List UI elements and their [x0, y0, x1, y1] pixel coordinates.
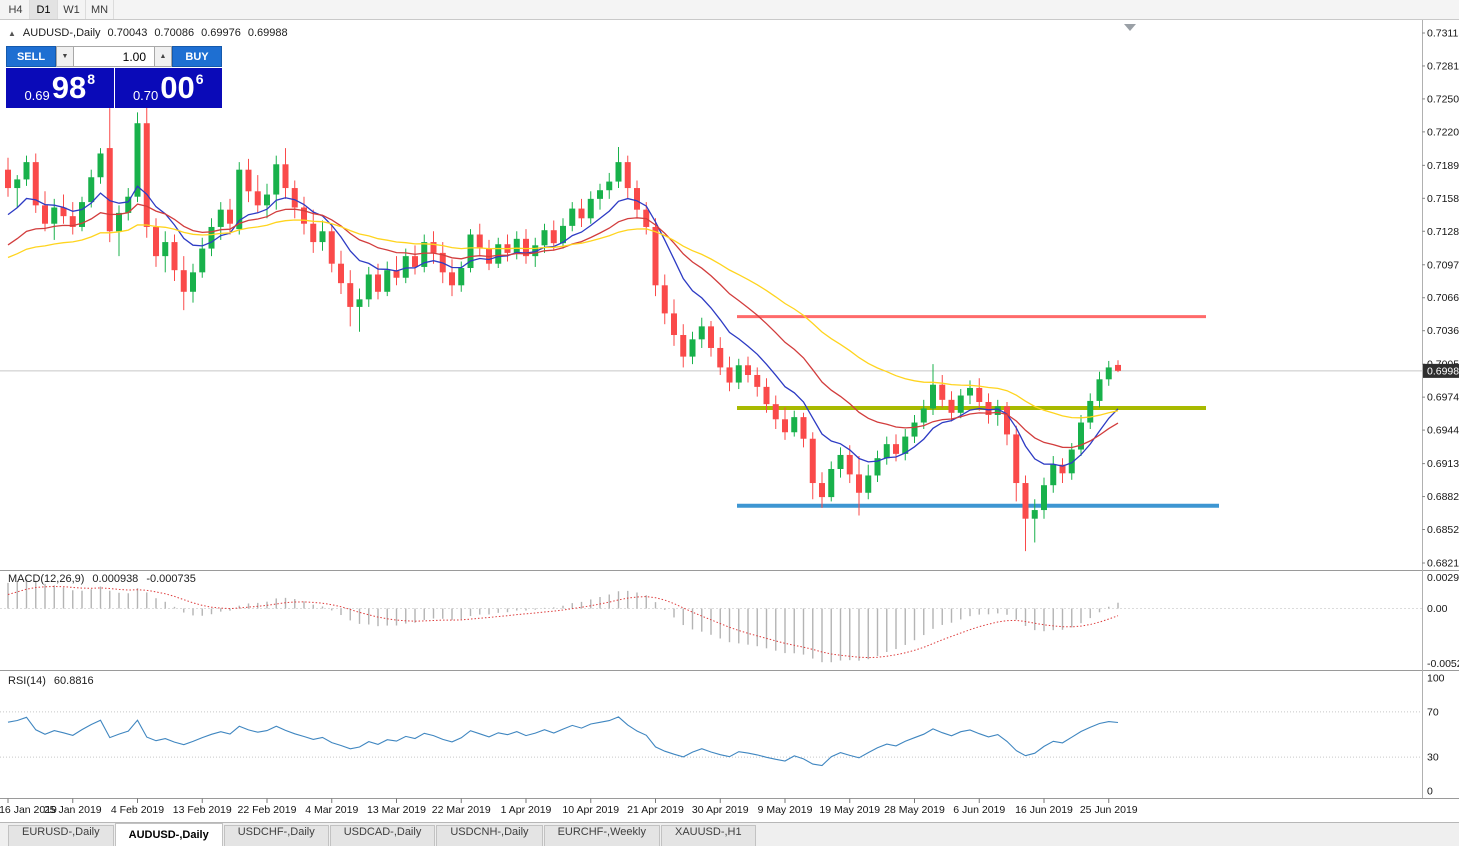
ask-big-digits: 00 — [160, 70, 195, 105]
chart-tabs: EURUSD-,Daily AUDUSD-,Daily USDCHF-,Daily U… — [0, 822, 1459, 846]
ohlc-open: 0.70043 — [107, 27, 148, 39]
bid-price-display[interactable]: 0.69 98 8 — [6, 68, 114, 108]
horizontal-ray-lines[interactable] — [737, 315, 1219, 508]
svg-text:25 Jan 2019: 25 Jan 2019 — [44, 804, 102, 816]
svg-text:4 Feb 2019: 4 Feb 2019 — [111, 804, 164, 816]
svg-text:4 Mar 2019: 4 Mar 2019 — [305, 804, 358, 816]
rsi-panel — [0, 711, 1422, 767]
candlesticks — [5, 104, 1121, 552]
chart-tab-audusd-daily[interactable]: AUDUSD-,Daily — [114, 823, 223, 846]
svg-text:-0.005258: -0.005258 — [1427, 658, 1459, 670]
ask-prefix: 0.70 — [132, 88, 159, 103]
chart-tab-usdcnh-daily[interactable]: USDCNH-,Daily — [436, 825, 543, 846]
volume-input[interactable] — [74, 46, 154, 67]
caret-down-icon: ▼ — [61, 53, 69, 60]
ma-mid-line — [7, 203, 1119, 449]
chart-tab-usdchf-daily[interactable]: USDCHF-,Daily — [223, 825, 329, 846]
svg-text:13 Feb 2019: 13 Feb 2019 — [173, 804, 232, 816]
caret-up-icon: ▲ — [159, 53, 167, 60]
volume-increase-button[interactable]: ▲ — [154, 46, 172, 67]
ma-fast-line — [7, 185, 1119, 467]
trade-controls-row: SELL ▼ ▲ BUY — [6, 46, 222, 67]
timeframe-d1-button[interactable]: D1 — [30, 0, 58, 19]
timeframe-h4-button[interactable]: H4 — [2, 0, 30, 19]
svg-text:70: 70 — [1427, 706, 1439, 718]
one-click-trading-panel: SELL ▼ ▲ BUY 0.69 98 8 0.70 00 6 — [6, 46, 222, 108]
svg-text:30: 30 — [1427, 752, 1439, 764]
svg-text:0: 0 — [1427, 786, 1433, 798]
svg-text:30 Apr 2019: 30 Apr 2019 — [692, 804, 749, 816]
chart-shift-marker-icon — [1124, 24, 1136, 31]
volume-decrease-button[interactable]: ▼ — [56, 46, 74, 67]
svg-text:0.73115: 0.73115 — [1427, 28, 1459, 40]
bid-pip-digit: 8 — [87, 71, 96, 87]
moving-averages — [7, 185, 1119, 467]
svg-text:0.72505: 0.72505 — [1427, 93, 1459, 105]
macd-scale: 0.002984 0.00 -0.005258 — [1427, 572, 1459, 670]
chart-tab-eurusd-daily[interactable]: EURUSD-,Daily — [8, 825, 114, 846]
svg-text:0.71585: 0.71585 — [1427, 193, 1459, 205]
svg-text:16 Jun 2019: 16 Jun 2019 — [1015, 804, 1073, 816]
rsi-scale: 100 70 30 0 — [1427, 673, 1445, 798]
svg-text:1 Apr 2019: 1 Apr 2019 — [501, 804, 552, 816]
timeframe-toolbar: H4 D1 W1 MN — [0, 0, 1459, 20]
rsi-line — [7, 716, 1119, 767]
bid-big-digits: 98 — [51, 70, 87, 105]
svg-text:22 Mar 2019: 22 Mar 2019 — [432, 804, 491, 816]
timeframe-mn-button[interactable]: MN — [86, 0, 114, 19]
svg-text:16 Jan 2019: 16 Jan 2019 — [0, 804, 57, 816]
svg-text:0.68825: 0.68825 — [1427, 491, 1459, 503]
svg-text:28 May 2019: 28 May 2019 — [884, 804, 945, 816]
macd-signal-line — [7, 585, 1119, 659]
ask-pip-digit: 6 — [195, 71, 204, 87]
svg-text:13 Mar 2019: 13 Mar 2019 — [367, 804, 426, 816]
chart-ohlc-header: ▲ AUDUSD-,Daily 0.70043 0.70086 0.69976 … — [8, 27, 288, 39]
svg-text:6 Jun 2019: 6 Jun 2019 — [953, 804, 1005, 816]
chart-tab-usdcad-daily[interactable]: USDCAD-,Daily — [329, 825, 436, 846]
svg-text:100: 100 — [1427, 673, 1445, 685]
quote-row: 0.69 98 8 0.70 00 6 — [6, 68, 222, 108]
svg-text:0.69988: 0.69988 — [1427, 365, 1459, 377]
ohlc-low: 0.69976 — [201, 27, 241, 39]
ask-price-display[interactable]: 0.70 00 6 — [114, 68, 222, 108]
svg-text:9 May 2019: 9 May 2019 — [758, 804, 813, 816]
svg-text:19 May 2019: 19 May 2019 — [819, 804, 880, 816]
svg-text:0.69745: 0.69745 — [1427, 392, 1459, 404]
svg-text:10 Apr 2019: 10 Apr 2019 — [562, 804, 619, 816]
svg-text:0.70665: 0.70665 — [1427, 292, 1459, 304]
svg-text:25 Jun 2019: 25 Jun 2019 — [1080, 804, 1138, 816]
direction-up-icon: ▲ — [8, 28, 16, 38]
svg-text:21 Apr 2019: 21 Apr 2019 — [627, 804, 684, 816]
macd-panel — [0, 578, 1422, 663]
svg-text:22 Feb 2019: 22 Feb 2019 — [238, 804, 297, 816]
panel-separators — [0, 20, 1459, 799]
chart-tab-xauusd-h1[interactable]: XAUUSD-,H1 — [660, 825, 756, 846]
ohlc-close: 0.69988 — [247, 27, 288, 39]
svg-text:0.002984: 0.002984 — [1427, 572, 1459, 584]
chart-tab-eurchf-weekly[interactable]: EURCHF-,Weekly — [543, 825, 660, 846]
buy-button[interactable]: BUY — [172, 46, 222, 67]
chart-symbol-label: AUDUSD-,Daily — [22, 27, 101, 39]
current-price-badge — [1423, 363, 1459, 378]
timeframe-w1-button[interactable]: W1 — [58, 0, 86, 19]
sell-button[interactable]: SELL — [6, 46, 56, 67]
ma-slow-line — [7, 219, 1119, 419]
ohlc-high: 0.70086 — [154, 27, 195, 39]
svg-text:0.00: 0.00 — [1427, 603, 1448, 615]
bid-prefix: 0.69 — [24, 88, 50, 103]
